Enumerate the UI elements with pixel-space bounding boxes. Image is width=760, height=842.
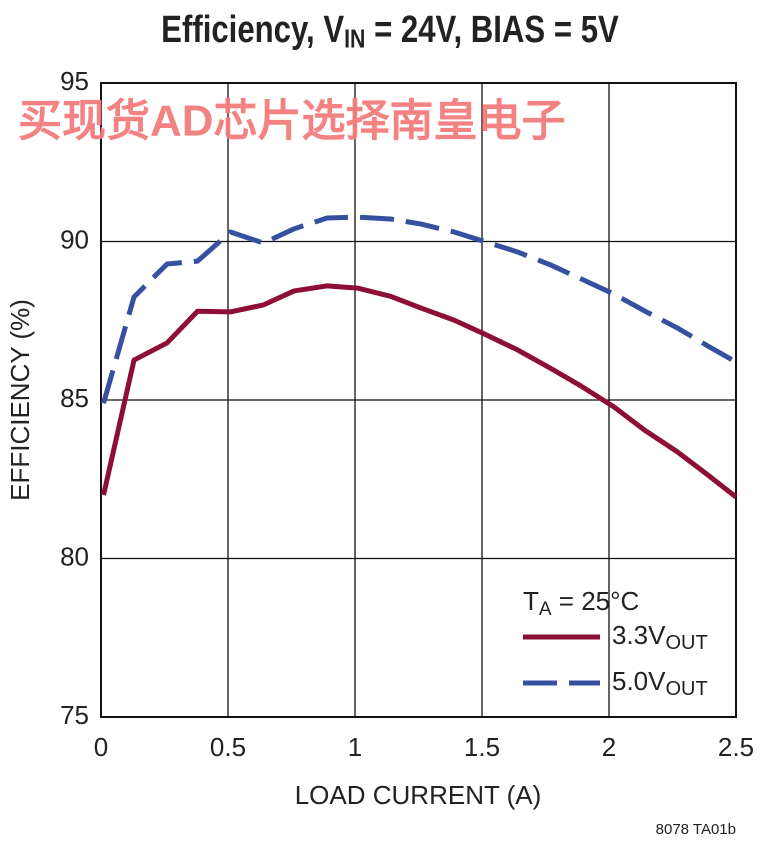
- plot-frame: [100, 82, 737, 718]
- title-subscript: IN: [344, 25, 365, 55]
- y-tick-label: 95: [60, 66, 89, 96]
- legend-label: 3.3VOUT: [612, 620, 708, 654]
- legend-name: 5.0V: [612, 666, 666, 696]
- y-tick-label: 85: [60, 383, 89, 413]
- series-line: [101, 214, 738, 404]
- legend-subscript: OUT: [666, 632, 708, 654]
- footnote: 8078 TA01b: [656, 821, 736, 838]
- x-axis-label: LOAD CURRENT (A): [295, 780, 542, 810]
- x-tick-label: 2.5: [718, 732, 754, 762]
- legend-title-subscript: A: [539, 599, 552, 620]
- legend-subscript: OUT: [666, 678, 708, 700]
- y-tick-label: 90: [60, 224, 89, 254]
- legend-title: TA = 25°C: [523, 586, 639, 620]
- legend-title-part: = 25°C: [552, 586, 640, 616]
- legend-name: 3.3V: [612, 620, 666, 650]
- x-tick-label: 1: [348, 732, 362, 762]
- series-line: [101, 283, 738, 499]
- chart-title: Efficiency, VIN = 24V, BIAS = 5V: [161, 9, 619, 54]
- y-tick-label: 80: [60, 541, 89, 571]
- x-tick-label: 0: [94, 732, 108, 762]
- x-tick-label: 1.5: [464, 732, 500, 762]
- legend-title-part: T: [523, 586, 539, 616]
- x-tick-label: 2: [602, 732, 616, 762]
- y-axis-label: EFFICIENCY (%): [5, 299, 35, 501]
- title-part: Efficiency, V: [161, 9, 344, 51]
- y-tick-label: 75: [60, 700, 89, 730]
- title-part: = 24V, BIAS = 5V: [365, 9, 618, 51]
- x-tick-label: 0.5: [210, 732, 246, 762]
- watermark: 买现货AD芯片选择南皇电子: [18, 97, 566, 146]
- legend-label: 5.0VOUT: [612, 666, 708, 700]
